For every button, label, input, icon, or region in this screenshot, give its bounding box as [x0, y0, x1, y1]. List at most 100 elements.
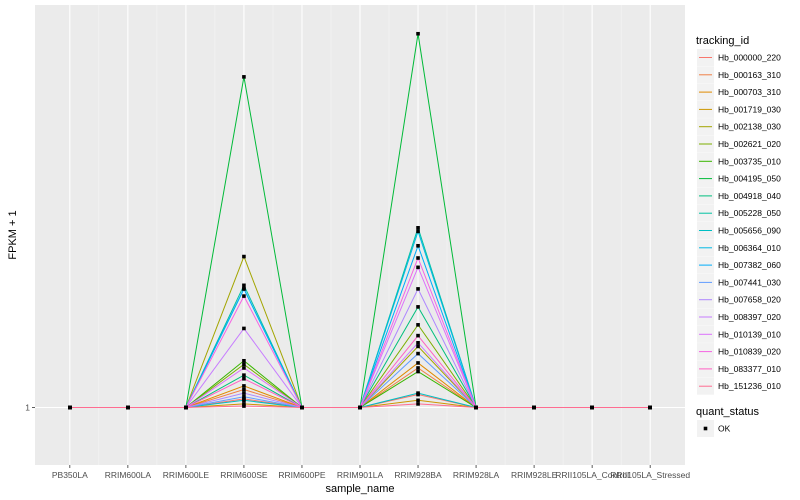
data-point — [68, 405, 72, 410]
data-point — [416, 351, 420, 356]
legend-item: Hb_005656_090 — [697, 222, 781, 239]
data-point — [416, 243, 420, 248]
data-point — [416, 344, 420, 349]
legend-label: Hb_004918_040 — [718, 191, 781, 201]
legend-item: Hb_001719_030 — [697, 100, 781, 118]
x-tick-label: RRIM901LA — [337, 470, 384, 480]
legend-label: Hb_004195_050 — [718, 174, 781, 184]
legend-label: Hb_083377_010 — [718, 364, 781, 374]
legend-item: Hb_003735_010 — [697, 152, 781, 170]
data-point — [416, 229, 420, 234]
data-point — [242, 294, 246, 298]
legend-item: Hb_008397_020 — [697, 308, 781, 326]
legend-label: Hb_000163_310 — [718, 70, 781, 80]
data-point — [242, 287, 246, 291]
data-point — [416, 398, 420, 403]
legend-title: tracking_id — [696, 35, 749, 47]
data-point — [300, 405, 304, 410]
legend-item: Hb_007441_030 — [697, 273, 781, 291]
data-point — [416, 265, 420, 270]
y-axis-title: FPKM + 1 — [7, 210, 19, 259]
shape-legend-title: quant_status — [696, 406, 759, 418]
legend-label: Hb_010839_020 — [718, 347, 781, 357]
data-point — [532, 405, 536, 410]
legend-item: Hb_005228_050 — [697, 204, 781, 222]
data-point — [416, 361, 420, 365]
data-point — [416, 341, 420, 345]
data-point — [242, 404, 246, 408]
legend-item: Hb_000163_310 — [697, 66, 781, 84]
data-point — [416, 226, 420, 230]
x-tick-label: RRIM928LE — [511, 470, 558, 480]
legend-item: Hb_006364_010 — [697, 239, 781, 257]
data-point — [242, 391, 246, 395]
data-point — [242, 254, 246, 259]
data-point — [416, 323, 420, 327]
legend-item: Hb_004918_040 — [697, 187, 781, 205]
legend-item: Hb_000703_310 — [697, 83, 781, 101]
data-point — [242, 394, 246, 399]
data-point — [242, 366, 246, 370]
legend-label: Hb_008397_020 — [718, 312, 781, 322]
x-tick-label: RRIM600LA — [105, 470, 152, 480]
legend-label: Hb_007382_060 — [718, 260, 781, 270]
legend-item: Hb_007382_060 — [697, 256, 781, 274]
legend-item: Hb_002138_030 — [697, 118, 781, 136]
data-point — [416, 391, 420, 395]
x-tick-label: RRIM600SE — [220, 470, 268, 480]
data-point — [416, 31, 420, 36]
legend-shape — [703, 426, 708, 431]
legend-label: OK — [718, 424, 731, 434]
data-point — [242, 376, 246, 381]
data-point — [416, 287, 420, 291]
legend-label: Hb_000000_220 — [718, 53, 781, 63]
data-point — [416, 366, 420, 370]
x-tick-label: RRIM600LE — [163, 470, 210, 480]
legend-item: Hb_002621_020 — [697, 135, 781, 153]
legend-label: Hb_003735_010 — [718, 156, 781, 166]
data-point — [242, 373, 246, 377]
x-tick-label: RRIM928LA — [453, 470, 500, 480]
legend-item: Hb_010839_020 — [697, 343, 781, 361]
data-point — [242, 398, 246, 403]
y-axis: 1 — [25, 403, 35, 413]
x-axis: PB350LA RRIM600LA RRIM600LE RRIM600SE RRIM60… — [52, 465, 690, 480]
data-point — [242, 387, 246, 392]
legend-label: Hb_010139_010 — [718, 329, 781, 339]
legend-label: Hb_151236_010 — [718, 381, 781, 391]
data-point — [242, 326, 246, 331]
x-tick-label: RRIM928BA — [394, 470, 442, 480]
data-point — [242, 402, 246, 406]
legend-item: Hb_000000_220 — [697, 49, 781, 66]
data-point — [416, 256, 420, 260]
data-point — [242, 384, 246, 388]
legend-item: Hb_007658_020 — [697, 291, 781, 309]
x-tick-label: PB350LA — [52, 470, 88, 480]
data-point — [416, 305, 420, 309]
data-point — [474, 405, 478, 410]
legend-item: Hb_004195_050 — [697, 170, 781, 188]
legend-item: Hb_151236_010 — [697, 377, 781, 395]
legend-item: Hb_083377_010 — [697, 360, 781, 378]
data-point — [242, 358, 246, 363]
legend-label: Hb_005656_090 — [718, 226, 781, 236]
legend-label: Hb_005228_050 — [718, 208, 781, 218]
shape-legend-item: OK — [697, 420, 731, 437]
x-tick-label: RRII105LA_Control — [555, 470, 629, 480]
data-point — [358, 405, 362, 410]
data-point — [416, 402, 420, 406]
legend-label: Hb_001719_030 — [718, 104, 781, 114]
data-point — [184, 405, 188, 410]
legend-item: Hb_010139_010 — [697, 325, 781, 343]
data-point — [242, 75, 246, 79]
legend: tracking_id Hb_000000_220 Hb_000163_310 Hb… — [696, 35, 781, 437]
x-axis-title: sample_name — [325, 483, 394, 495]
legend-label: Hb_007441_030 — [718, 277, 781, 287]
data-point — [126, 405, 130, 410]
data-point — [416, 333, 420, 338]
data-points — [68, 31, 652, 410]
legend-label: Hb_002138_030 — [718, 122, 781, 132]
data-point — [242, 362, 246, 367]
y-tick-label: 1 — [25, 403, 30, 413]
